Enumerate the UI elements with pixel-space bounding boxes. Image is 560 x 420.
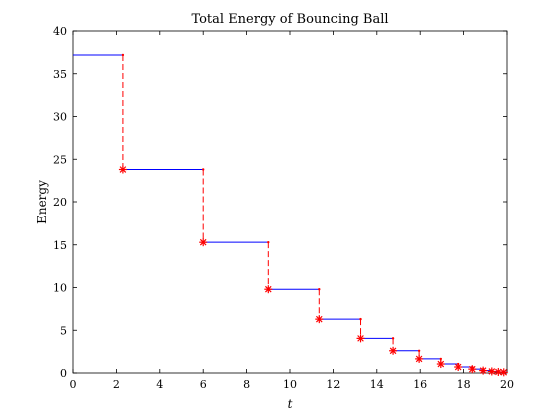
x-tick-label: 10: [283, 378, 297, 391]
impact-start-point: [359, 317, 362, 321]
impact-start-point: [267, 240, 270, 244]
x-tick-label: 18: [457, 378, 471, 391]
x-tick-label: 16: [413, 378, 427, 391]
impact-marker: [454, 363, 463, 372]
y-axis-label: Energy: [35, 180, 49, 224]
chart-title: Total Energy of Bouncing Ball: [191, 12, 388, 27]
impact-start-point: [318, 288, 321, 291]
impact-marker: [199, 238, 208, 247]
y-tick-label: 25: [53, 153, 67, 166]
y-tick-label: 35: [53, 68, 67, 81]
x-axis-label: t: [288, 397, 293, 411]
impact-marker: [436, 360, 445, 369]
impact-marker: [468, 365, 477, 374]
y-tick-label: 0: [60, 367, 67, 380]
impact-marker: [118, 165, 127, 174]
x-tick-label: 20: [500, 378, 514, 391]
x-tick-label: 12: [326, 378, 340, 391]
y-tick-label: 20: [53, 196, 67, 209]
x-tick-label: 0: [70, 378, 77, 391]
y-tick-label: 5: [60, 324, 67, 337]
impact-marker: [356, 334, 365, 343]
y-tick-label: 15: [53, 239, 67, 252]
impact-marker: [499, 368, 508, 377]
impact-marker: [264, 285, 273, 294]
y-tick-label: 30: [53, 111, 67, 124]
y-tick-label: 40: [53, 25, 67, 38]
x-tick-label: 4: [156, 378, 163, 391]
axis-ticks: 0 2 4 6 8 10 12 14 16 18 20 0 5 10 15 20 25 30 35 40: [53, 25, 514, 391]
x-tick-label: 6: [200, 378, 207, 391]
x-tick-label: 14: [370, 378, 384, 391]
impact-marker: [479, 366, 488, 375]
impact-start-point: [391, 337, 395, 340]
impact-start-point: [202, 168, 205, 171]
impact-start-point: [417, 349, 421, 352]
impact-start-point: [121, 53, 125, 57]
x-tick-label: 2: [113, 378, 120, 391]
impact-marker: [415, 354, 424, 363]
plot-area: [72, 30, 508, 374]
y-tick-label: 10: [53, 282, 67, 295]
impact-start-point: [439, 357, 443, 361]
impact-markers: [118, 53, 508, 377]
x-tick-label: 8: [243, 378, 250, 391]
impact-marker: [315, 315, 324, 324]
impact-marker: [389, 346, 398, 355]
